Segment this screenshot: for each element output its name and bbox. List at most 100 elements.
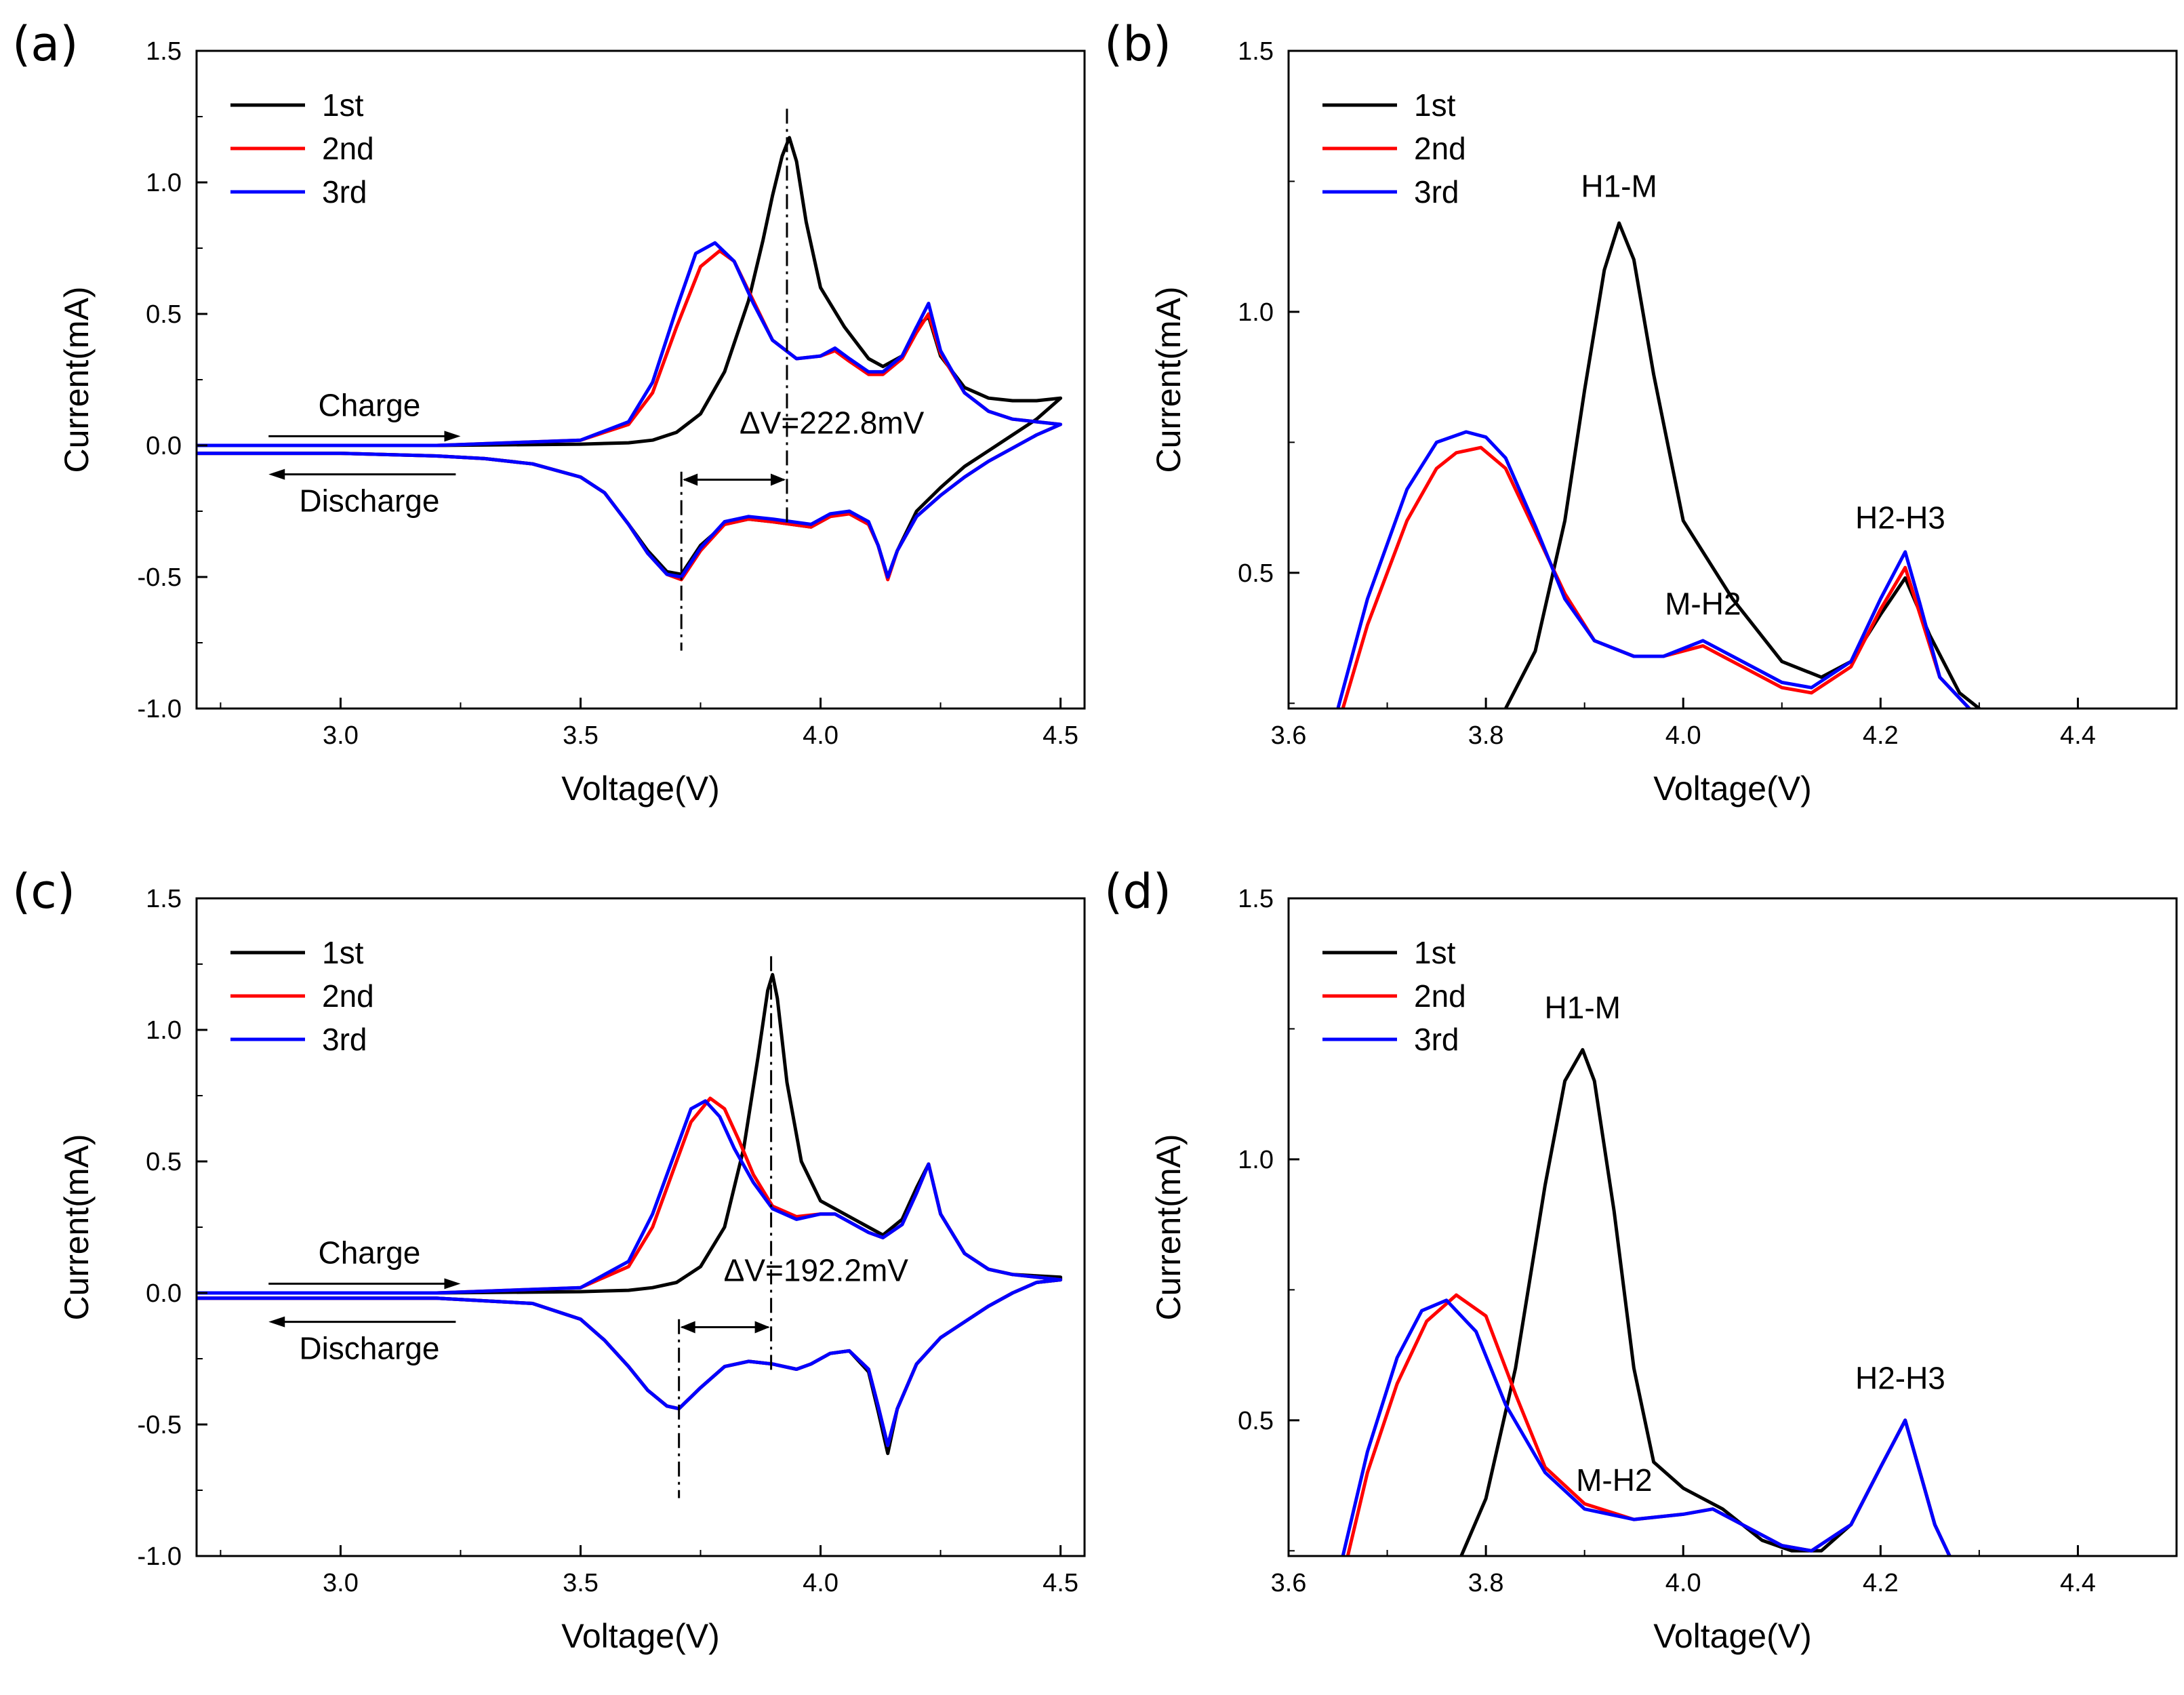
series-line-3rd — [1341, 1298, 1952, 1556]
delta-v-label: ΔV=192.2mV — [724, 1253, 909, 1288]
x-tick-label: 3.6 — [1271, 1569, 1307, 1597]
y-tick-label: 0.0 — [146, 432, 182, 460]
chart-c: ΔV=192.2mV Charge Discharge 3.0 3.5 4.0 4.5 -1.… — [58, 885, 1086, 1655]
delta-v-arrow-right-head — [770, 473, 786, 486]
x-tick-label: 4.4 — [2060, 721, 2096, 750]
x-tick-label: 4.2 — [1863, 721, 1899, 750]
panel-label-c: (c) — [12, 864, 76, 919]
legend-label-1st: 1st — [1414, 87, 1456, 123]
x-tick-label: 3.0 — [323, 1569, 359, 1597]
y-tick-label: 0.5 — [146, 300, 182, 329]
y-tick-label: 1.0 — [1238, 298, 1274, 327]
series-group — [197, 973, 1063, 1456]
peak-label-m-h2: M-H2 — [1576, 1462, 1652, 1498]
legend-label-2nd: 2nd — [322, 131, 374, 166]
x-tick-label: 4.4 — [2060, 1569, 2096, 1597]
plot-frame — [1287, 49, 2178, 710]
legend-label-3rd: 3rd — [322, 1022, 367, 1057]
x-tick-label: 3.5 — [563, 721, 599, 750]
discharge-arrow-head — [268, 468, 285, 480]
delta-v-arrow-right-head — [754, 1321, 770, 1334]
series-line-1st — [1503, 221, 1981, 709]
series-line-3rd — [197, 1099, 1063, 1448]
x-tick-label: 3.8 — [1468, 1569, 1504, 1597]
panel-b: (b) H1-M M-H2 H2-H3 3.6 3.8 4.0 4.2 4.4 0.5 1.0 1.… — [1092, 0, 2184, 848]
discharge-label: Discharge — [299, 483, 439, 519]
y-tick-label: 1.5 — [1238, 37, 1274, 66]
x-tick-label: 4.0 — [1665, 1569, 1701, 1597]
series-group — [1336, 221, 1981, 709]
panel-d: (d) H1-M M-H2 H2-H3 3.6 3.8 4.0 4.2 4.4 0.5 1.0 1.… — [1092, 848, 2184, 1695]
legend-label-1st: 1st — [1414, 935, 1456, 970]
peak-label-h2-h3: H2-H3 — [1855, 1361, 1945, 1396]
series-line-3rd — [197, 241, 1063, 579]
series-group — [197, 136, 1063, 582]
legend-label-3rd: 3rd — [1414, 1022, 1459, 1057]
y-axis-label: Current(mA) — [1150, 286, 1188, 473]
charge-arrow-head — [444, 431, 461, 442]
y-tick-label: -1.0 — [138, 695, 182, 723]
x-tick-label: 4.5 — [1043, 1569, 1078, 1597]
panel-label-a: (a) — [12, 16, 79, 72]
x-tick-label: 4.2 — [1863, 1569, 1899, 1597]
legend-label-3rd: 3rd — [322, 174, 367, 210]
x-tick-label: 3.6 — [1271, 721, 1307, 750]
x-axis-label: Voltage(V) — [1653, 1617, 1811, 1655]
legend-label-3rd: 3rd — [1414, 174, 1459, 210]
legend-label-2nd: 2nd — [322, 978, 374, 1014]
peak-label-h1-m: H1-M — [1545, 990, 1621, 1025]
series-line-3rd — [1336, 430, 1971, 709]
charge-label: Charge — [318, 387, 420, 422]
y-tick-label: 0.0 — [146, 1279, 182, 1308]
series-group — [1341, 1048, 1952, 1556]
legend-label-2nd: 2nd — [1414, 131, 1466, 166]
x-axis-label: Voltage(V) — [561, 770, 719, 807]
plot-frame — [1287, 897, 2178, 1557]
y-tick-label: 1.0 — [146, 169, 182, 197]
x-tick-label: 4.0 — [803, 1569, 838, 1597]
y-axis-label: Current(mA) — [58, 1134, 96, 1320]
delta-v-arrow-left-head — [680, 1321, 695, 1334]
legend-label-1st: 1st — [322, 87, 364, 123]
x-tick-label: 3.0 — [323, 721, 359, 750]
panel-a: (a) ΔV=222.8mV Charge Discharge 3.0 3.5 4.0 4.… — [0, 0, 1092, 848]
y-tick-label: 1.5 — [1238, 885, 1274, 913]
delta-v-label: ΔV=222.8mV — [740, 405, 925, 441]
x-tick-label: 4.0 — [803, 721, 838, 750]
y-tick-label: 0.5 — [146, 1148, 182, 1176]
panel-c: (c) ΔV=192.2mV Charge Discharge 3.0 3.5 4.0 4.… — [0, 848, 1092, 1695]
peak-label-h1-m: H1-M — [1581, 169, 1657, 204]
y-tick-label: 1.5 — [146, 37, 182, 66]
y-tick-label: 1.0 — [146, 1016, 182, 1045]
y-tick-label: -0.5 — [138, 1411, 182, 1439]
series-line-2nd — [1341, 445, 1971, 709]
y-tick-label: 0.5 — [1238, 1407, 1274, 1435]
x-tick-label: 4.0 — [1665, 721, 1701, 750]
discharge-arrow-head — [268, 1316, 285, 1328]
discharge-label: Discharge — [299, 1331, 439, 1366]
legend-label-2nd: 2nd — [1414, 978, 1466, 1014]
y-tick-label: -0.5 — [138, 563, 182, 592]
panel-label-d: (d) — [1104, 864, 1172, 919]
series-line-2nd — [197, 1096, 1063, 1448]
peak-label-h2-h3: H2-H3 — [1855, 500, 1945, 535]
delta-v-arrow-left-head — [683, 473, 698, 486]
x-tick-label: 4.5 — [1043, 721, 1078, 750]
charge-arrow-head — [444, 1278, 461, 1290]
y-axis-label: Current(mA) — [1150, 1134, 1188, 1320]
y-axis-label: Current(mA) — [58, 286, 96, 473]
chart-d: H1-M M-H2 H2-H3 3.6 3.8 4.0 4.2 4.4 0.5 1.0 1.5 Vol… — [1150, 885, 2178, 1655]
x-tick-label: 3.8 — [1468, 721, 1504, 750]
x-axis-label: Voltage(V) — [561, 1617, 719, 1655]
chart-a: ΔV=222.8mV Charge Discharge 3.0 3.5 4.0 4.5 -1.… — [58, 37, 1086, 807]
y-tick-label: 1.5 — [146, 885, 182, 913]
peak-label-m-h2: M-H2 — [1665, 586, 1741, 621]
x-tick-label: 3.5 — [563, 1569, 599, 1597]
y-tick-label: -1.0 — [138, 1542, 182, 1571]
y-tick-label: 0.5 — [1238, 559, 1274, 588]
series-line-1st — [197, 136, 1063, 579]
panel-label-b: (b) — [1104, 16, 1172, 72]
x-axis-label: Voltage(V) — [1653, 770, 1811, 807]
charge-label: Charge — [318, 1235, 420, 1270]
legend-label-1st: 1st — [322, 935, 364, 970]
